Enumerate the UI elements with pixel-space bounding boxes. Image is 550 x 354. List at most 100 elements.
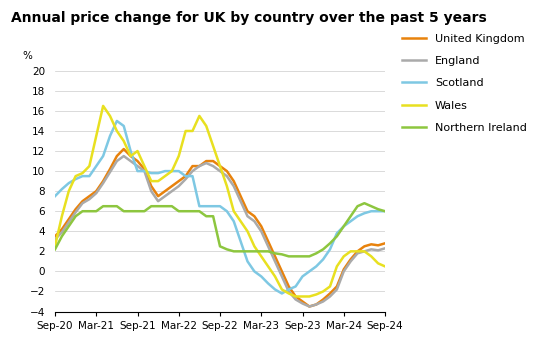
- England: [52, 237, 58, 241]
- England: [58, 230, 65, 234]
- Scotland: [127, 149, 134, 153]
- England: [127, 159, 134, 163]
- England: [65, 220, 72, 224]
- Scotland: [382, 209, 388, 213]
- England: [299, 301, 306, 306]
- Scotland: [120, 124, 127, 128]
- United Kingdom: [327, 291, 333, 296]
- Scotland: [183, 174, 189, 178]
- Northern Ireland: [327, 241, 333, 245]
- Scotland: [86, 174, 92, 178]
- United Kingdom: [162, 189, 168, 193]
- Scotland: [368, 209, 375, 213]
- United Kingdom: [251, 214, 257, 218]
- United Kingdom: [100, 179, 107, 183]
- United Kingdom: [127, 154, 134, 158]
- Northern Ireland: [86, 209, 92, 213]
- Scotland: [348, 219, 354, 223]
- Northern Ireland: [230, 249, 237, 253]
- England: [333, 287, 340, 292]
- England: [210, 164, 217, 168]
- Wales: [244, 229, 251, 233]
- United Kingdom: [120, 147, 127, 151]
- Wales: [223, 184, 230, 188]
- Wales: [58, 214, 65, 218]
- Northern Ireland: [155, 204, 162, 208]
- England: [203, 161, 210, 165]
- United Kingdom: [299, 299, 306, 304]
- Wales: [141, 164, 147, 168]
- Northern Ireland: [368, 204, 375, 208]
- Scotland: [107, 134, 113, 138]
- Scotland: [155, 171, 162, 175]
- United Kingdom: [340, 267, 347, 272]
- United Kingdom: [58, 227, 65, 232]
- Scotland: [196, 204, 202, 208]
- Wales: [127, 154, 134, 158]
- United Kingdom: [210, 159, 217, 163]
- Northern Ireland: [127, 209, 134, 213]
- Northern Ireland: [93, 209, 100, 213]
- United Kingdom: [65, 217, 72, 221]
- Scotland: [361, 211, 367, 215]
- England: [93, 191, 100, 195]
- United Kingdom: [148, 184, 155, 188]
- Scotland: [299, 274, 306, 279]
- Scotland: [327, 247, 333, 251]
- Wales: [79, 171, 86, 175]
- United Kingdom: [155, 194, 162, 198]
- United Kingdom: [52, 234, 58, 239]
- Wales: [272, 274, 278, 279]
- Line: United Kingdom: United Kingdom: [55, 149, 385, 307]
- Text: Annual price change for UK by country over the past 5 years: Annual price change for UK by country ov…: [11, 11, 487, 25]
- United Kingdom: [141, 167, 147, 171]
- Scotland: [293, 284, 299, 289]
- United Kingdom: [223, 169, 230, 173]
- Wales: [361, 249, 367, 253]
- England: [183, 177, 189, 181]
- United Kingdom: [183, 174, 189, 178]
- England: [244, 214, 251, 218]
- England: [155, 199, 162, 203]
- England: [285, 289, 292, 293]
- Northern Ireland: [293, 254, 299, 258]
- Wales: [306, 295, 312, 299]
- England: [162, 194, 168, 198]
- Northern Ireland: [134, 209, 141, 213]
- United Kingdom: [107, 167, 113, 171]
- Wales: [65, 189, 72, 193]
- England: [293, 297, 299, 302]
- Northern Ireland: [210, 214, 217, 218]
- United Kingdom: [265, 239, 272, 244]
- Wales: [168, 169, 175, 173]
- Northern Ireland: [52, 247, 58, 251]
- United Kingdom: [217, 164, 223, 168]
- Wales: [348, 249, 354, 253]
- Northern Ireland: [223, 247, 230, 251]
- Scotland: [258, 274, 265, 279]
- United Kingdom: [382, 241, 388, 245]
- Wales: [299, 295, 306, 299]
- England: [73, 210, 79, 215]
- Scotland: [306, 269, 312, 274]
- England: [278, 274, 285, 279]
- England: [168, 189, 175, 193]
- Northern Ireland: [375, 207, 382, 211]
- United Kingdom: [293, 295, 299, 299]
- Northern Ireland: [244, 249, 251, 253]
- England: [230, 184, 237, 188]
- Wales: [189, 129, 196, 133]
- England: [320, 299, 327, 304]
- England: [238, 199, 244, 203]
- United Kingdom: [306, 304, 312, 309]
- Scotland: [168, 169, 175, 173]
- United Kingdom: [348, 257, 354, 262]
- Wales: [238, 219, 244, 223]
- Line: Wales: Wales: [55, 106, 385, 297]
- United Kingdom: [313, 302, 320, 307]
- Northern Ireland: [175, 209, 182, 213]
- Wales: [251, 244, 257, 249]
- Northern Ireland: [238, 249, 244, 253]
- Northern Ireland: [313, 251, 320, 256]
- Scotland: [217, 204, 223, 208]
